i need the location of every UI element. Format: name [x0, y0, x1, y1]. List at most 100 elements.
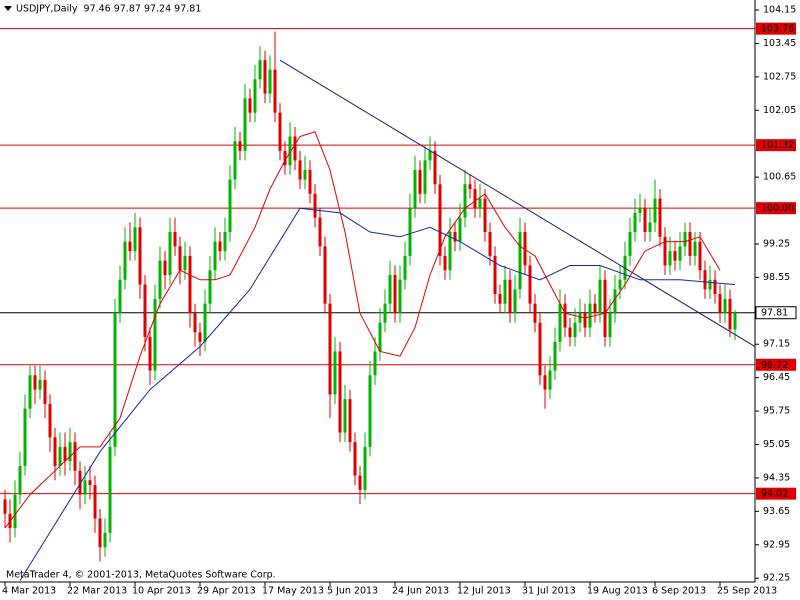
candle-body: [733, 312, 737, 330]
candle: [473, 179, 477, 218]
candle-body: [583, 313, 587, 328]
candle: [68, 427, 72, 471]
x-tick-label: 4 Mar 2013: [2, 586, 56, 597]
candle: [108, 432, 112, 543]
candle: [53, 427, 57, 481]
candle-body: [548, 370, 552, 390]
candle: [668, 236, 672, 276]
x-tick-label: 24 Jun 2013: [392, 586, 449, 597]
level-label: 103.76: [761, 24, 794, 35]
candle-body: [543, 375, 547, 390]
candle-body: [343, 399, 347, 433]
moving-average: [4, 131, 721, 529]
candle-body: [643, 208, 647, 233]
candle-body: [398, 279, 402, 314]
candle-body: [598, 279, 602, 314]
candle-body: [428, 150, 432, 161]
candle-body: [693, 241, 697, 256]
candle-body: [648, 222, 652, 233]
candle-body: [333, 351, 337, 395]
candle: [713, 270, 717, 304]
candle-body: [533, 303, 537, 323]
candle-body: [108, 446, 112, 533]
candle: [408, 193, 412, 266]
candle: [423, 146, 427, 204]
candle-body: [478, 198, 482, 209]
candle: [48, 394, 52, 452]
level-label: 94.02: [761, 489, 788, 500]
candle: [373, 337, 377, 385]
candle-body: [273, 69, 277, 113]
candle-body: [618, 279, 622, 290]
candle-body: [608, 313, 612, 338]
candle: [548, 356, 552, 400]
candle: [28, 365, 32, 419]
menu-arrow[interactable]: [4, 6, 12, 11]
candle-body: [68, 442, 72, 462]
y-tick-label: 97.15: [763, 339, 790, 350]
candle: [588, 289, 592, 338]
candle: [158, 246, 162, 309]
candle-body: [613, 289, 617, 314]
candle: [78, 461, 82, 509]
candle: [63, 432, 67, 476]
candle-body: [438, 184, 442, 256]
candle: [58, 432, 62, 476]
candle: [298, 150, 302, 190]
candle-body: [683, 232, 687, 247]
candle-body: [33, 375, 37, 390]
candle-body: [248, 98, 252, 113]
candle-body: [393, 275, 397, 314]
x-tick-label: 19 Aug 2013: [587, 586, 648, 597]
candle-body: [508, 279, 512, 314]
candle: [578, 298, 582, 333]
level-label: 96.72: [761, 360, 788, 371]
candle: [293, 126, 297, 170]
candle-body: [458, 217, 462, 242]
candle-body: [88, 480, 92, 486]
chart-header: USDJPY,Daily 97.46 97.87 97.24 97.81: [16, 4, 201, 15]
candle: [503, 265, 507, 314]
candle: [278, 103, 282, 161]
candle: [663, 227, 667, 276]
x-tick-label: 5 Jun 2013: [327, 586, 378, 597]
candle: [388, 260, 392, 314]
y-tick-label: 99.25: [763, 238, 790, 249]
y-tick-label: 103.45: [763, 38, 796, 49]
candle: [168, 217, 172, 285]
candle-body: [218, 241, 222, 252]
candle: [688, 222, 692, 266]
candle-body: [158, 260, 162, 299]
candle-body: [188, 255, 192, 314]
candle: [23, 394, 27, 476]
candle: [418, 160, 422, 204]
candle-body: [408, 208, 412, 256]
candle-body: [208, 270, 212, 304]
candle: [393, 265, 397, 323]
candle: [138, 217, 142, 299]
candle-body: [278, 112, 282, 151]
candle-body: [138, 227, 142, 285]
candle: [568, 317, 572, 347]
candle-body: [728, 298, 732, 330]
candle-body: [513, 289, 517, 314]
candle-body: [703, 270, 707, 290]
candle: [188, 246, 192, 328]
candle-body: [668, 251, 672, 266]
level-label-box: [756, 139, 796, 152]
candle: [698, 232, 702, 280]
candle: [303, 155, 307, 190]
candle: [678, 232, 682, 271]
candle-body: [558, 303, 562, 342]
candle-body: [588, 303, 592, 328]
candle-body: [23, 408, 27, 466]
candle: [13, 480, 17, 538]
current-price-label: 97.81: [761, 308, 788, 319]
candle-body: [173, 232, 177, 247]
candle-body: [503, 279, 507, 304]
candle: [133, 212, 137, 261]
candle: [658, 189, 662, 247]
candle: [353, 432, 357, 486]
candle-body: [373, 351, 377, 376]
candle-body: [433, 150, 437, 185]
